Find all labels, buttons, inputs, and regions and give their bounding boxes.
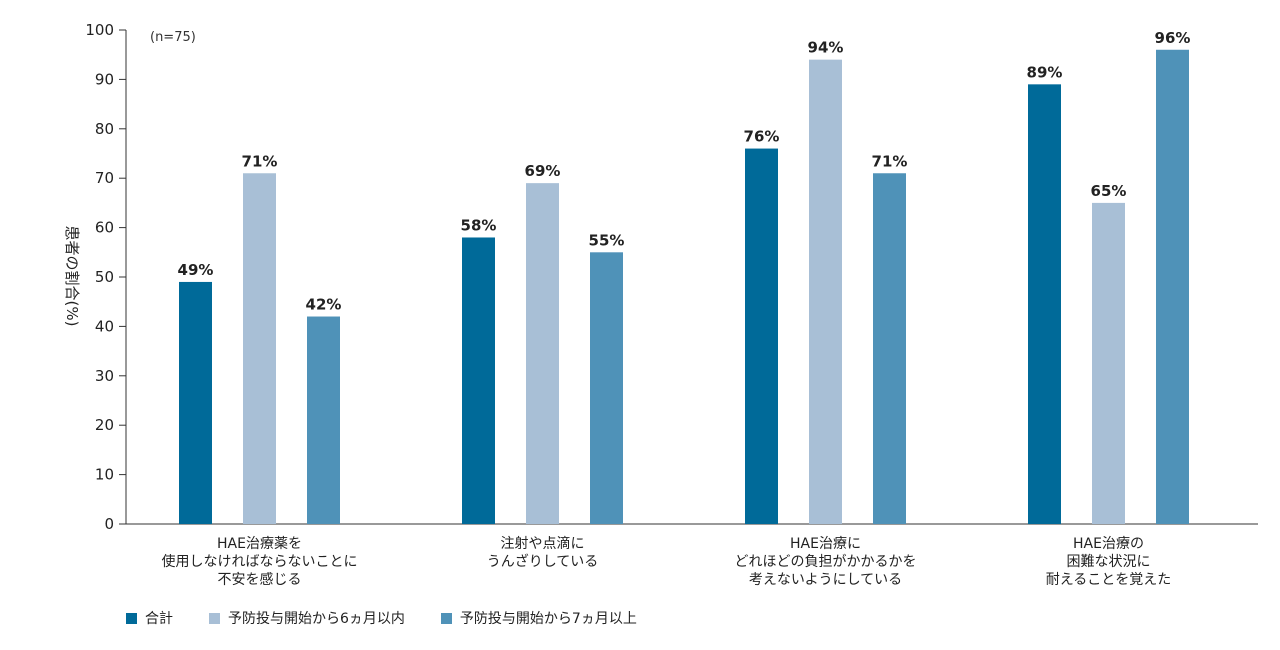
data-label: 42% — [306, 296, 342, 314]
data-label: 89% — [1027, 63, 1063, 81]
legend-item: 合計 — [126, 608, 173, 628]
bar — [307, 316, 340, 524]
y-tick-label: 80 — [95, 120, 114, 138]
category-label: HAE治療薬を — [217, 535, 302, 552]
category-label: HAE治療の — [1073, 535, 1144, 552]
legend: 合計 予防投与開始から6ヵ月以内 予防投与開始から7ヵ月以上 — [126, 608, 637, 628]
category-label: 不安を感じる — [218, 571, 302, 588]
y-tick-label: 70 — [95, 169, 114, 187]
y-tick-label: 50 — [95, 268, 114, 286]
legend-swatch — [209, 612, 220, 624]
bar — [243, 173, 276, 524]
bar — [1156, 49, 1189, 524]
bar — [590, 252, 623, 525]
y-tick-label: 90 — [95, 70, 114, 88]
y-tick-label: 0 — [104, 515, 114, 533]
sample-size-note: (n=75) — [150, 30, 196, 45]
legend-label: 合計 — [145, 611, 173, 627]
y-tick-label: 60 — [95, 219, 114, 237]
bar — [1092, 202, 1125, 524]
bar — [526, 183, 559, 524]
legend-swatch — [440, 612, 452, 624]
bar — [745, 148, 778, 524]
data-label: 76% — [744, 128, 780, 146]
data-label: 65% — [1091, 182, 1127, 200]
bar — [873, 173, 906, 524]
data-label: 71% — [872, 152, 908, 170]
y-tick-label: 10 — [95, 466, 114, 484]
data-label: 49% — [178, 261, 214, 279]
y-tick-label: 20 — [95, 416, 114, 434]
category-label: HAE治療に — [790, 535, 861, 552]
legend-swatch — [126, 612, 137, 624]
category-label: 使用しなければならないことに — [162, 553, 358, 570]
bar — [462, 237, 495, 525]
category-label: 困難な状況に — [1067, 554, 1151, 570]
y-tick-label: 40 — [95, 317, 114, 335]
bar — [1028, 84, 1061, 524]
legend-label: 予防投与開始から6ヵ月以内 — [228, 611, 405, 627]
category-label: うんざりしている — [487, 553, 599, 570]
category-label: 耐えることを覚えた — [1046, 572, 1172, 588]
bar — [809, 59, 842, 524]
legend-item: 予防投与開始から6ヵ月以内 — [209, 608, 405, 628]
category-label: どれほどの負担がかかるかを — [735, 554, 917, 570]
data-label: 55% — [589, 231, 625, 249]
bar — [179, 281, 212, 524]
y-tick-label: 100 — [85, 21, 114, 39]
y-tick-label: 30 — [95, 367, 114, 385]
legend-item: 予防投与開始から7ヵ月以上 — [440, 608, 637, 628]
data-label: 94% — [808, 39, 844, 57]
y-axis-label: 患者の割合(%) — [63, 226, 81, 327]
data-label: 69% — [525, 162, 561, 180]
category-label: 注射や点滴に — [501, 535, 585, 552]
data-label: 96% — [1155, 29, 1191, 47]
category-label: 考えないようにしている — [749, 572, 902, 588]
data-label: 71% — [242, 152, 278, 170]
legend-label: 予防投与開始から7ヵ月以上 — [459, 611, 637, 627]
data-label: 58% — [461, 216, 497, 234]
